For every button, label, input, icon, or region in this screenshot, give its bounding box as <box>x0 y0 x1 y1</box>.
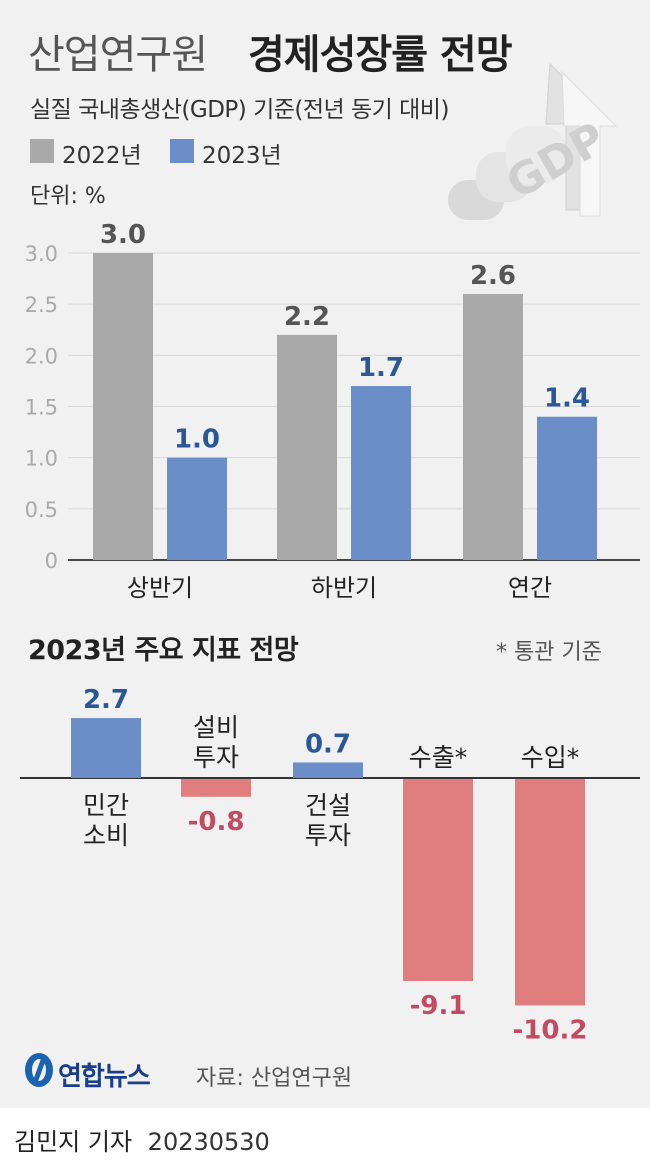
bar-2022-1 <box>277 334 337 560</box>
y-tick-label: 2.5 <box>25 293 58 317</box>
reporter-name: 김민지 기자 <box>14 1128 133 1156</box>
indicator-value-label: 0.7 <box>305 729 351 759</box>
data-label: 1.0 <box>174 425 220 455</box>
bar-2023-0 <box>167 457 227 560</box>
bar-2022-2 <box>463 293 523 560</box>
source-text: 자료: 산업연구원 <box>196 1066 353 1091</box>
indicator-bar-1 <box>181 779 251 797</box>
y-tick-label: 1.0 <box>25 447 58 471</box>
data-label: 2.2 <box>284 302 330 332</box>
gdp-arrow-icon: GDP <box>448 62 618 220</box>
y-tick-label: 0.5 <box>25 498 58 522</box>
legend-label-2023: 2023년 <box>202 143 282 169</box>
indicator-value-label: -10.2 <box>513 1015 588 1045</box>
indicator-bar-4 <box>515 779 585 1006</box>
indicator-bar-3 <box>403 779 473 982</box>
logo-text: 연합뉴스 <box>58 1062 151 1092</box>
legend-swatch-2022 <box>30 139 54 163</box>
y-tick-label: 1.5 <box>25 396 58 420</box>
chart-subtitle: 실질 국내총생산(GDP) 기준(전년 동기 대비) <box>30 97 449 123</box>
bar-2022-0 <box>93 253 153 560</box>
x-category-label: 하반기 <box>311 574 377 602</box>
bar-2023-2 <box>537 416 597 560</box>
indicator-value-label: 2.7 <box>83 685 129 715</box>
y-tick-label: 2.0 <box>25 344 58 368</box>
indicator-category-label: 수출* <box>409 743 468 772</box>
indicator-category-label: 수입* <box>521 743 580 772</box>
y-tick-label: 3.0 <box>25 242 58 266</box>
indicator-bar-2 <box>293 762 363 778</box>
byline: 김민지 기자 20230530 <box>14 1122 270 1157</box>
legend-label-2022: 2022년 <box>62 143 142 169</box>
bar-2023-1 <box>351 386 411 560</box>
data-label: 1.7 <box>358 353 404 383</box>
indicator-value-label: -9.1 <box>410 991 467 1021</box>
y-tick-label: 0 <box>45 549 58 573</box>
x-category-label: 연간 <box>508 574 552 602</box>
indicator-bar-0 <box>71 718 141 778</box>
data-label: 1.4 <box>544 384 590 414</box>
gdp-growth-chart: 0 0.5 1.0 1.5 2.0 2.5 3.0 3.0 1.0 2.2 1.7 2.6 1.4 상… <box>25 220 640 602</box>
legend-swatch-2023 <box>170 139 194 163</box>
data-label: 2.6 <box>470 261 516 291</box>
title-org: 산업연구원 <box>28 32 208 78</box>
yonhap-logo-icon <box>25 1053 53 1087</box>
indicator-category-label: 투자 <box>193 743 239 772</box>
unit-label: 단위: % <box>30 184 106 209</box>
publish-date: 20230530 <box>147 1128 270 1156</box>
infographic-card: 산업연구원 경제성장률 전망 실질 국내총생산(GDP) 기준(전년 동기 대비… <box>0 0 650 1108</box>
indicator-category-label: 민간 <box>83 791 129 820</box>
indicator-category-label: 설비 <box>193 713 239 742</box>
section-title: 2023년 주요 지표 전망 <box>28 635 299 666</box>
page-title: 경제성장률 전망 <box>248 32 513 78</box>
indicator-value-label: -0.8 <box>188 807 245 837</box>
indicator-category-label: 소비 <box>83 821 129 850</box>
x-category-label: 상반기 <box>127 574 193 602</box>
section-note: * 통관 기준 <box>496 640 602 665</box>
indicator-category-label: 투자 <box>305 821 351 850</box>
indicator-category-label: 건설 <box>305 791 351 820</box>
data-label: 3.0 <box>100 220 146 250</box>
